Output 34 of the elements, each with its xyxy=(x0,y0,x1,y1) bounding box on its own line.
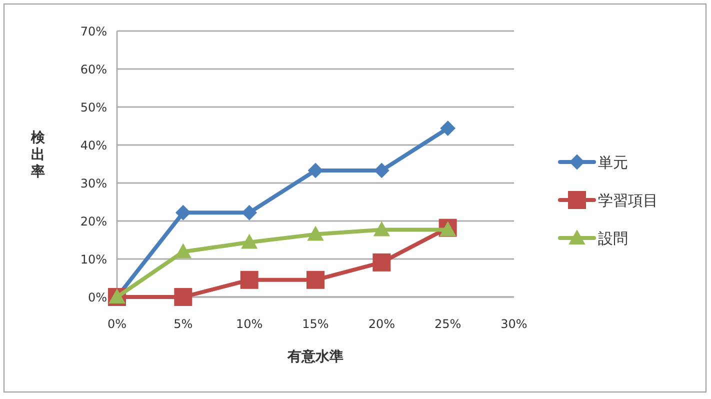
y-tick-label: 30% xyxy=(80,176,107,190)
y-tick-label: 60% xyxy=(80,62,107,76)
x-tick-label: 30% xyxy=(500,317,528,331)
legend-label: 学習項目 xyxy=(598,192,658,210)
point xyxy=(174,288,192,306)
point xyxy=(176,205,191,220)
x-axis-title: 有意水準 xyxy=(286,348,344,365)
y-tick-label: 20% xyxy=(80,214,107,228)
point xyxy=(240,270,258,289)
point xyxy=(241,234,258,249)
point xyxy=(440,222,456,236)
y-tick-label: 10% xyxy=(80,252,107,266)
point xyxy=(175,244,192,258)
point xyxy=(374,162,390,178)
point xyxy=(308,162,323,178)
point xyxy=(372,253,391,272)
x-tick-label: 5% xyxy=(174,317,193,331)
y-tick-label: 50% xyxy=(80,100,107,114)
x-tick-label: 15% xyxy=(302,317,329,331)
x-tick-label: 20% xyxy=(368,317,396,331)
x-tick-label: 25% xyxy=(434,317,462,331)
point xyxy=(242,205,257,220)
point xyxy=(440,120,456,136)
y-axis-title: 検出率 xyxy=(30,130,46,180)
x-tick-label: 10% xyxy=(236,317,263,331)
point xyxy=(374,222,390,236)
legend-label: 単元 xyxy=(598,154,628,172)
y-tick-label: 70% xyxy=(80,24,107,38)
point xyxy=(308,226,324,241)
legend-label: 設問 xyxy=(598,230,628,248)
point xyxy=(306,270,324,289)
x-tick-label: 0% xyxy=(107,317,127,331)
y-tick-label: 0% xyxy=(88,290,107,304)
y-tick-label: 40% xyxy=(80,138,107,152)
